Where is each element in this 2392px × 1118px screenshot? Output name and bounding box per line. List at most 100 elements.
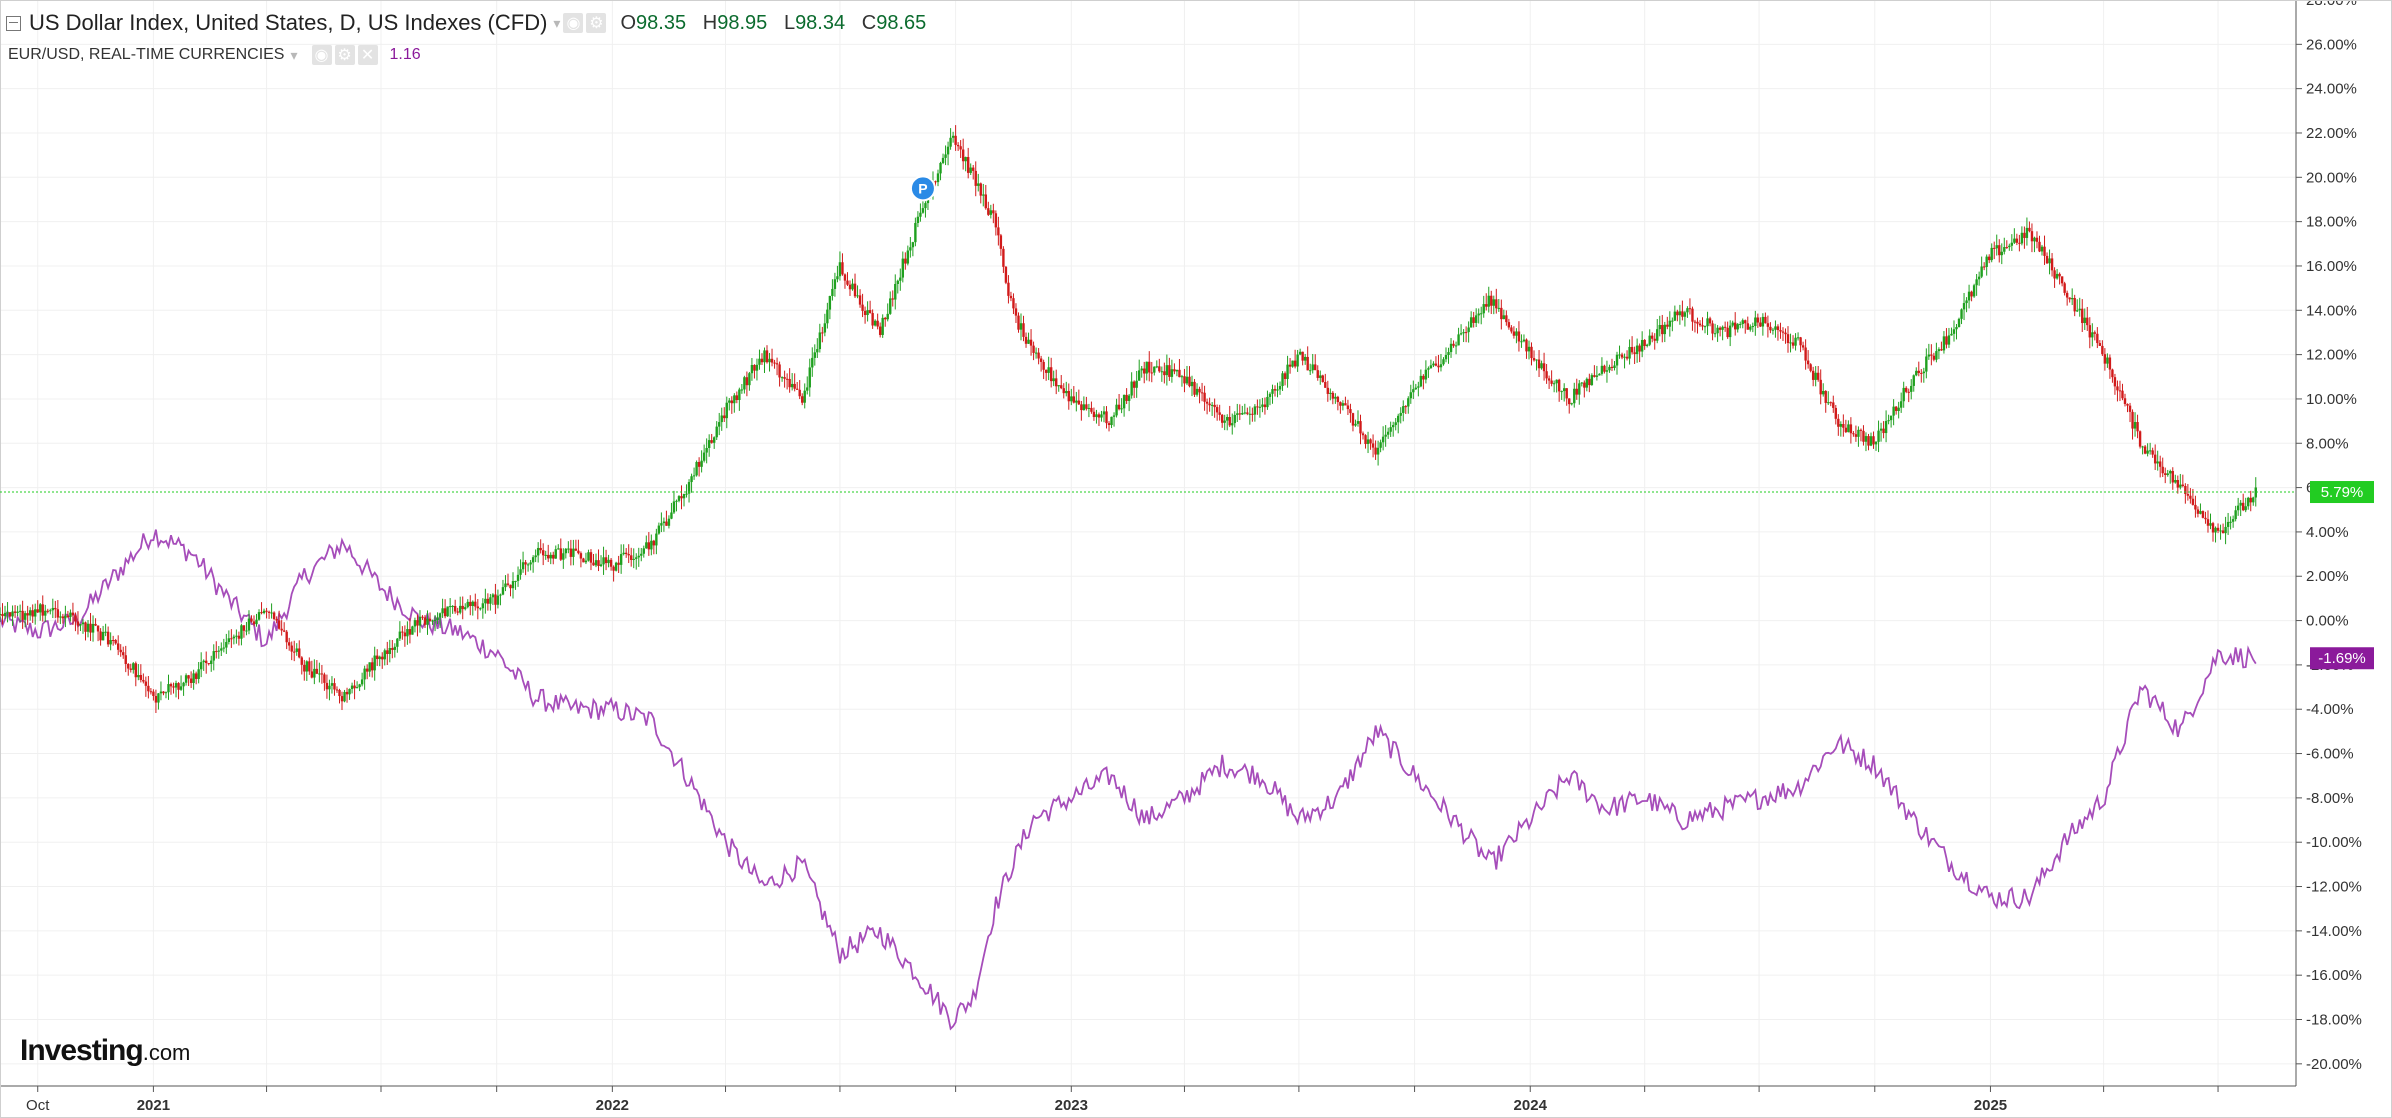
eurusd-last-value-badge-bg <box>2310 647 2374 670</box>
candle-body <box>1560 391 1563 393</box>
candle-body <box>1474 315 1478 323</box>
candle-body <box>1970 291 1973 297</box>
candle-body <box>313 668 316 678</box>
candle-body <box>826 309 829 324</box>
candle-body <box>1648 335 1651 345</box>
candle-body <box>627 554 630 556</box>
candle-body <box>979 183 982 196</box>
candle-body <box>217 650 220 652</box>
candle-body <box>18 610 22 612</box>
candle-body <box>607 559 610 564</box>
collapse-icon[interactable] <box>6 15 21 31</box>
candle-body <box>162 691 165 694</box>
candle-body <box>572 548 575 557</box>
candle-body <box>1065 390 1068 394</box>
candle-body <box>245 630 248 632</box>
gear-icon[interactable]: ⚙ <box>334 45 355 65</box>
candle-body <box>1656 329 1659 341</box>
candle-body <box>1746 323 1749 330</box>
candle-body <box>506 583 510 585</box>
candle-body <box>987 208 990 215</box>
candle-body <box>1424 369 1428 380</box>
candle-body <box>1492 299 1495 306</box>
candle-body <box>821 332 824 334</box>
candle-body <box>159 691 163 694</box>
candle-body <box>1583 382 1586 388</box>
candle-body <box>275 619 278 621</box>
candle-body <box>1781 331 1785 333</box>
candle-body <box>911 242 915 248</box>
candle-body <box>1512 331 1516 336</box>
candle-body <box>109 640 112 645</box>
candle-body <box>2138 431 2142 447</box>
candle-body <box>134 663 137 678</box>
candle-body <box>257 612 261 620</box>
candle-body <box>1256 406 1259 408</box>
candle-body <box>340 696 344 702</box>
y-tick-label: 28.00% <box>2306 0 2357 9</box>
candle-body <box>1402 406 1405 413</box>
candle-body <box>1507 322 1511 328</box>
candle-body <box>2247 497 2250 507</box>
candle-body <box>1985 256 1988 267</box>
eye-icon[interactable]: ◉ <box>563 13 584 33</box>
eye-icon[interactable]: ◉ <box>311 45 332 65</box>
candle-body <box>710 440 713 443</box>
candle-body <box>315 668 319 674</box>
candle-body <box>1925 356 1928 372</box>
candle-body <box>866 310 869 316</box>
candle-body <box>1137 370 1141 381</box>
candle-body <box>0 613 2 615</box>
y-tick-label: 14.00% <box>2306 302 2357 319</box>
candle-body <box>1573 388 1576 404</box>
candle-body <box>74 615 77 622</box>
candle-body <box>240 625 243 639</box>
candle-body <box>2136 422 2139 432</box>
candle-body <box>851 283 854 290</box>
candle-body <box>2143 446 2147 454</box>
candle-body <box>86 623 90 632</box>
candle-body <box>1570 403 1573 405</box>
y-tick-label: 26.00% <box>2306 36 2357 53</box>
gear-icon[interactable]: ⚙ <box>586 13 607 33</box>
candle-body <box>1122 394 1126 409</box>
candle-body <box>1049 367 1053 382</box>
candle-body <box>1233 414 1236 424</box>
candle-body <box>687 482 691 494</box>
candle-body <box>2148 450 2152 452</box>
chevron-down-icon[interactable]: ▾ <box>553 14 561 31</box>
candle-body <box>1273 389 1277 391</box>
candle-body <box>554 549 557 559</box>
close-icon[interactable]: ✕ <box>357 45 378 65</box>
candle-body <box>1716 327 1719 334</box>
candle-body <box>954 135 957 145</box>
candle-body <box>534 555 537 558</box>
candle-body <box>1723 326 1727 328</box>
candle-body <box>1917 370 1920 373</box>
candle-body <box>2226 521 2230 527</box>
candle-body <box>748 373 751 386</box>
candle-body <box>672 501 676 513</box>
candle-body <box>403 632 407 637</box>
candle-body <box>1115 404 1118 416</box>
candle-body <box>871 313 874 326</box>
candle-body <box>1562 388 1566 392</box>
candle-body <box>680 496 683 499</box>
candle-body <box>682 493 686 499</box>
candle-body <box>1477 313 1480 316</box>
candle-body <box>1319 375 1322 378</box>
y-tick-label: 24.00% <box>2306 81 2357 98</box>
candle-body <box>2065 292 2069 298</box>
candle-body <box>288 642 291 646</box>
candle-body <box>2078 308 2081 311</box>
candle-body <box>2196 509 2200 514</box>
candle-body <box>1047 367 1050 373</box>
candle-body <box>360 679 364 685</box>
candle-body <box>230 638 233 640</box>
chevron-down-icon[interactable]: ▾ <box>290 46 298 63</box>
candle-body <box>476 606 480 609</box>
event-marker[interactable] <box>909 175 936 202</box>
candle-body <box>803 390 806 403</box>
candle-body <box>469 601 472 607</box>
